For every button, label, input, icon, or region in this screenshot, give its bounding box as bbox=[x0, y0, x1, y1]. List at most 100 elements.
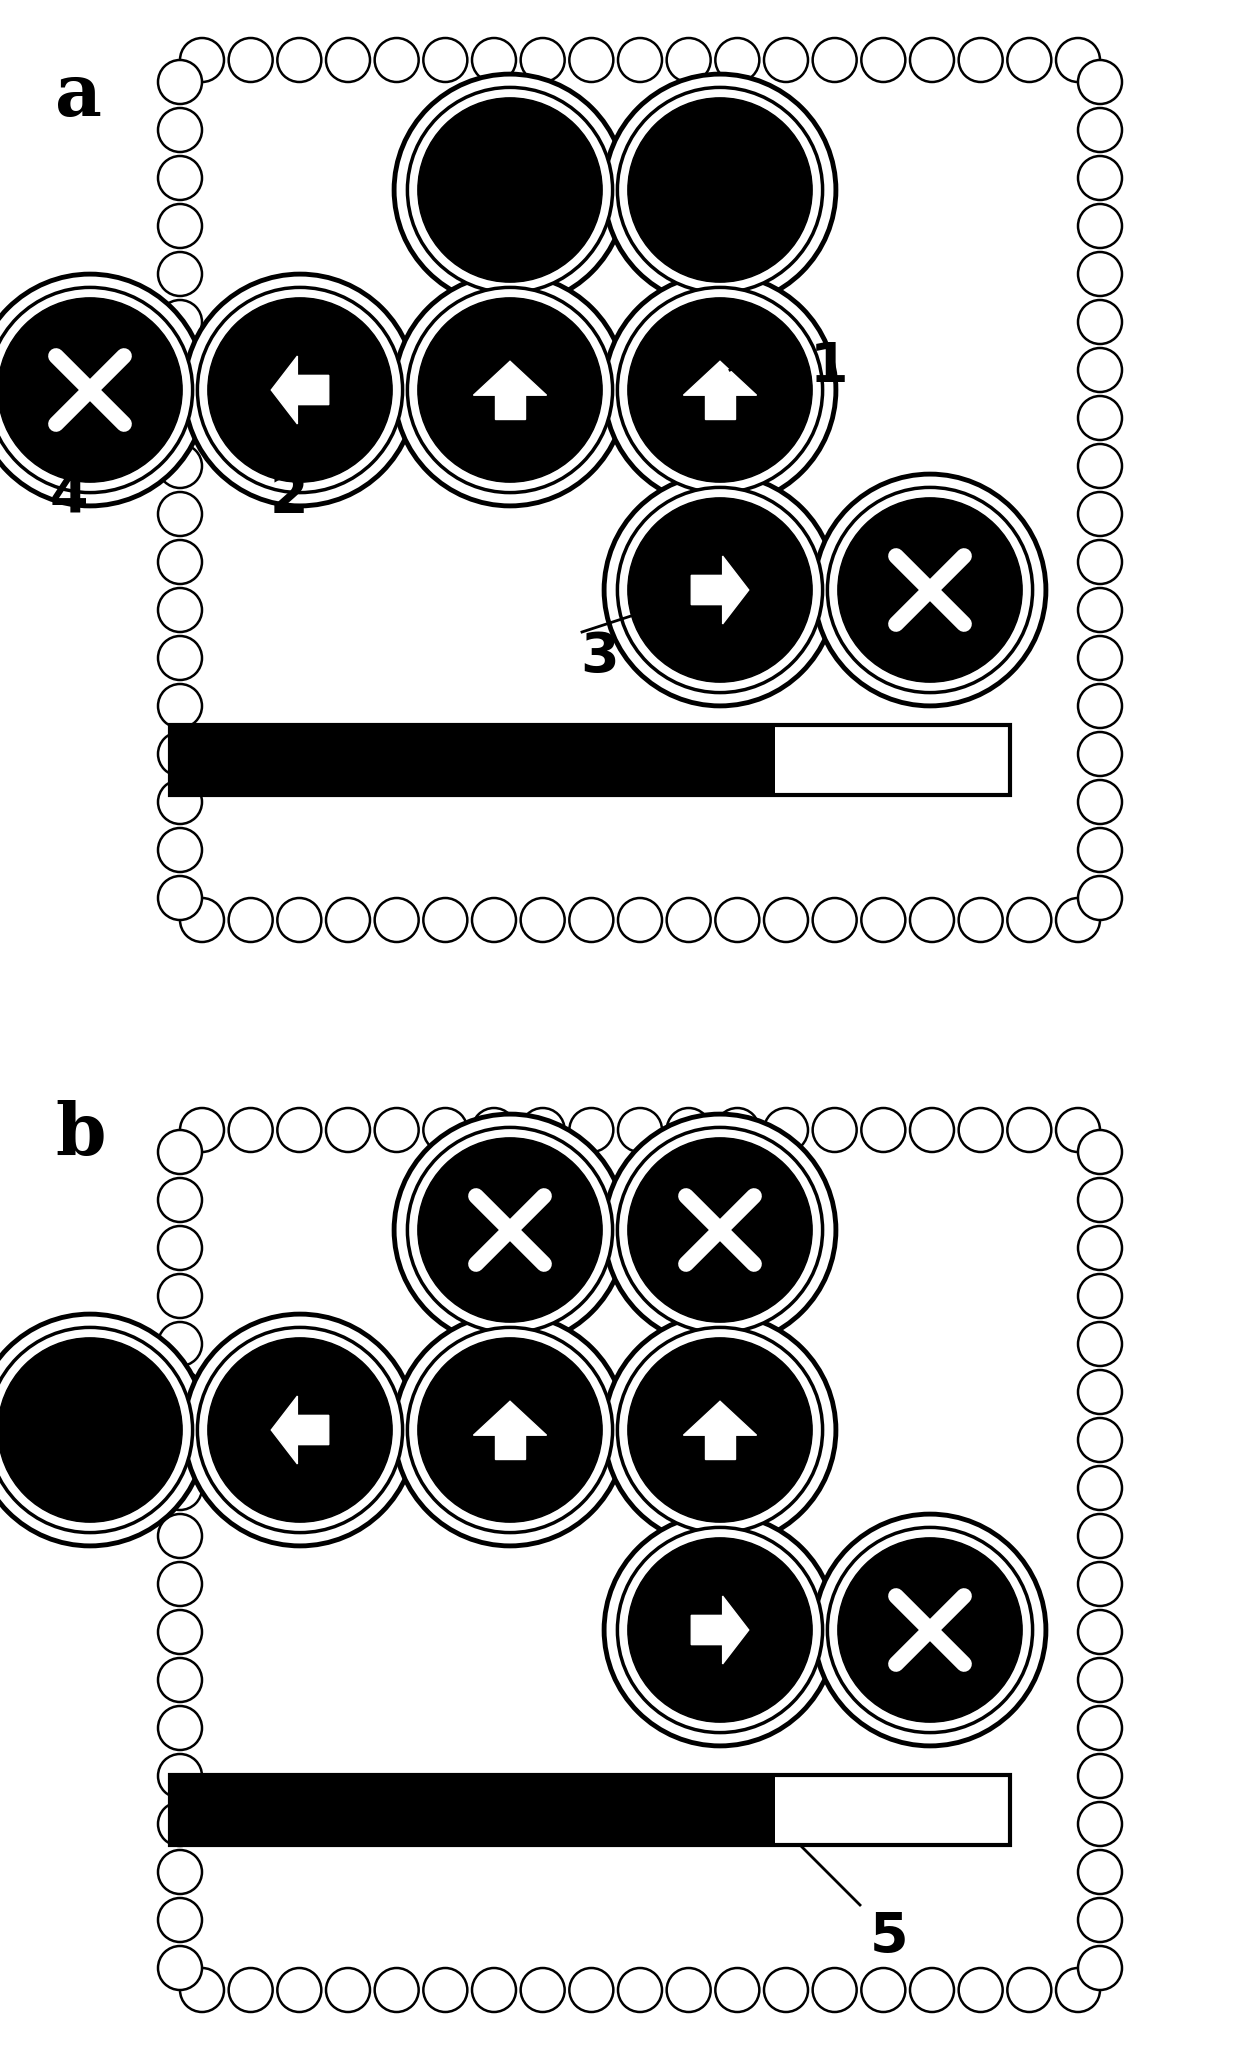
Circle shape bbox=[197, 1327, 403, 1532]
Circle shape bbox=[1078, 1946, 1122, 1989]
Circle shape bbox=[764, 1969, 808, 2012]
Bar bbox=[170, 724, 1011, 794]
Circle shape bbox=[228, 1109, 273, 1152]
Circle shape bbox=[1078, 1611, 1122, 1654]
Polygon shape bbox=[495, 1428, 525, 1458]
Circle shape bbox=[1007, 37, 1052, 82]
Circle shape bbox=[157, 1705, 202, 1751]
Circle shape bbox=[157, 732, 202, 775]
Circle shape bbox=[959, 1109, 1003, 1152]
Circle shape bbox=[569, 899, 614, 942]
Circle shape bbox=[862, 37, 905, 82]
Circle shape bbox=[157, 829, 202, 872]
Circle shape bbox=[157, 636, 202, 681]
Circle shape bbox=[604, 473, 836, 706]
Circle shape bbox=[157, 1179, 202, 1222]
Bar bbox=[170, 1775, 775, 1845]
Circle shape bbox=[1078, 1273, 1122, 1319]
Text: 2: 2 bbox=[270, 469, 309, 525]
Circle shape bbox=[0, 1327, 192, 1532]
Circle shape bbox=[1007, 1109, 1052, 1152]
Circle shape bbox=[521, 37, 564, 82]
Circle shape bbox=[157, 588, 202, 631]
Circle shape bbox=[326, 37, 370, 82]
Circle shape bbox=[715, 37, 759, 82]
Circle shape bbox=[423, 1969, 467, 2012]
FancyBboxPatch shape bbox=[157, 37, 1122, 942]
Polygon shape bbox=[474, 362, 547, 395]
Circle shape bbox=[618, 1127, 822, 1333]
Circle shape bbox=[157, 1323, 202, 1366]
Circle shape bbox=[1078, 1129, 1122, 1175]
Circle shape bbox=[157, 1129, 202, 1175]
Circle shape bbox=[1078, 1370, 1122, 1413]
Circle shape bbox=[1056, 1109, 1100, 1152]
Circle shape bbox=[0, 1314, 206, 1547]
Circle shape bbox=[827, 488, 1033, 693]
Polygon shape bbox=[272, 1397, 329, 1465]
Circle shape bbox=[408, 86, 613, 292]
Circle shape bbox=[618, 86, 822, 292]
Circle shape bbox=[418, 1337, 603, 1522]
Circle shape bbox=[1078, 1849, 1122, 1894]
Circle shape bbox=[815, 473, 1045, 706]
Circle shape bbox=[278, 1969, 321, 2012]
Text: 4: 4 bbox=[50, 469, 88, 525]
Circle shape bbox=[959, 899, 1003, 942]
Circle shape bbox=[627, 99, 812, 282]
Circle shape bbox=[812, 1969, 857, 2012]
Bar bbox=[170, 1775, 1011, 1845]
Circle shape bbox=[667, 899, 711, 942]
Circle shape bbox=[618, 37, 662, 82]
Circle shape bbox=[627, 1539, 812, 1722]
Circle shape bbox=[715, 1109, 759, 1152]
Circle shape bbox=[1078, 685, 1122, 728]
Circle shape bbox=[228, 37, 273, 82]
Circle shape bbox=[278, 1109, 321, 1152]
Circle shape bbox=[157, 1561, 202, 1607]
Circle shape bbox=[627, 498, 812, 683]
Circle shape bbox=[157, 444, 202, 488]
Circle shape bbox=[1078, 1658, 1122, 1701]
Circle shape bbox=[157, 397, 202, 440]
Circle shape bbox=[838, 1539, 1022, 1722]
Circle shape bbox=[157, 685, 202, 728]
Circle shape bbox=[862, 1969, 905, 2012]
Circle shape bbox=[418, 99, 603, 282]
Circle shape bbox=[0, 1337, 182, 1522]
Circle shape bbox=[394, 1115, 626, 1345]
Circle shape bbox=[1078, 636, 1122, 681]
Circle shape bbox=[157, 541, 202, 584]
Circle shape bbox=[604, 1314, 836, 1547]
Circle shape bbox=[1007, 1969, 1052, 2012]
Circle shape bbox=[1078, 1179, 1122, 1222]
Circle shape bbox=[374, 899, 419, 942]
Circle shape bbox=[1078, 444, 1122, 488]
Circle shape bbox=[278, 899, 321, 942]
Circle shape bbox=[408, 288, 613, 492]
Circle shape bbox=[1078, 829, 1122, 872]
Circle shape bbox=[157, 348, 202, 393]
Circle shape bbox=[627, 1337, 812, 1522]
Circle shape bbox=[862, 1109, 905, 1152]
Circle shape bbox=[1078, 1899, 1122, 1942]
Circle shape bbox=[1078, 1802, 1122, 1845]
Circle shape bbox=[326, 899, 370, 942]
Circle shape bbox=[157, 109, 202, 152]
Polygon shape bbox=[495, 387, 525, 420]
Circle shape bbox=[157, 204, 202, 249]
Text: 1: 1 bbox=[810, 339, 848, 395]
Circle shape bbox=[715, 899, 759, 942]
Text: 5: 5 bbox=[870, 1911, 909, 1964]
Circle shape bbox=[228, 1969, 273, 2012]
Circle shape bbox=[157, 1417, 202, 1463]
Circle shape bbox=[0, 298, 182, 481]
Circle shape bbox=[157, 253, 202, 296]
Circle shape bbox=[667, 37, 711, 82]
Circle shape bbox=[604, 1514, 836, 1746]
Circle shape bbox=[408, 1127, 613, 1333]
Circle shape bbox=[569, 1109, 614, 1152]
Circle shape bbox=[862, 899, 905, 942]
Circle shape bbox=[394, 74, 626, 306]
Circle shape bbox=[569, 37, 614, 82]
